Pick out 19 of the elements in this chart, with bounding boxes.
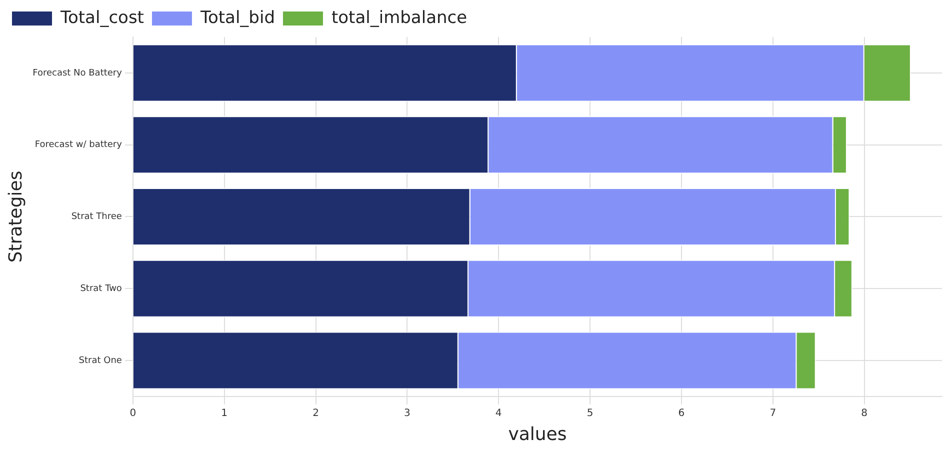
x-tick-label: 4 xyxy=(495,408,502,419)
y-tick-label: Strat One xyxy=(78,356,122,366)
y-tick-label: Forecast w/ battery xyxy=(34,140,123,150)
y-axis-title: Strategies xyxy=(5,170,26,263)
x-tick-label: 8 xyxy=(861,408,868,419)
y-tick-label: Strat Two xyxy=(80,284,122,294)
x-tick-label: 1 xyxy=(221,408,228,419)
x-tick-label: 3 xyxy=(404,408,410,419)
x-tick-label: 0 xyxy=(130,408,136,419)
x-tick-label: 2 xyxy=(312,408,319,419)
x-tick-label: 6 xyxy=(678,408,685,419)
x-tick-label: 5 xyxy=(586,408,594,419)
legend-label: Total_bid xyxy=(199,8,275,28)
y-tick-label: Forecast No Battery xyxy=(32,68,123,78)
x-axis-title: values xyxy=(508,424,567,445)
legend-label: total_imbalance xyxy=(331,8,468,28)
legend-label: Total_cost xyxy=(60,8,144,28)
y-tick-label: Strat Three xyxy=(71,212,122,222)
x-tick-label: 7 xyxy=(770,408,776,419)
